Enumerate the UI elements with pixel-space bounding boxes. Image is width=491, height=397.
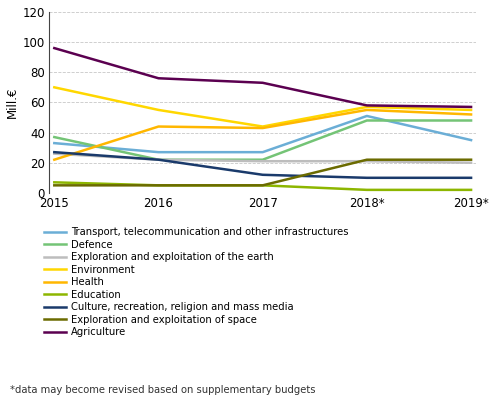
Environment: [260, 124, 266, 129]
Agriculture: [52, 46, 57, 50]
Exploration and exploitation of space: [260, 183, 266, 188]
Line: Exploration and exploitation of the earth: Exploration and exploitation of the eart…: [55, 154, 471, 163]
Culture, recreation, religion and mass media: [468, 175, 474, 180]
Defence: [364, 118, 370, 123]
Legend: Transport, telecommunication and other infrastructures, Defence, Exploration and: Transport, telecommunication and other i…: [44, 227, 349, 337]
Environment: [52, 85, 57, 90]
Exploration and exploitation of the earth: [364, 159, 370, 164]
Transport, telecommunication and other infrastructures: [468, 138, 474, 143]
Education: [52, 180, 57, 185]
Transport, telecommunication and other infrastructures: [156, 150, 162, 154]
Line: Culture, recreation, religion and mass media: Culture, recreation, religion and mass m…: [55, 152, 471, 178]
Education: [156, 183, 162, 188]
Line: Exploration and exploitation of space: Exploration and exploitation of space: [55, 160, 471, 185]
Environment: [364, 104, 370, 109]
Defence: [468, 118, 474, 123]
Transport, telecommunication and other infrastructures: [52, 141, 57, 145]
Culture, recreation, religion and mass media: [260, 172, 266, 177]
Education: [364, 187, 370, 192]
Culture, recreation, religion and mass media: [52, 150, 57, 154]
Exploration and exploitation of the earth: [468, 160, 474, 165]
Line: Agriculture: Agriculture: [55, 48, 471, 107]
Transport, telecommunication and other infrastructures: [260, 150, 266, 154]
Health: [52, 157, 57, 162]
Exploration and exploitation of space: [364, 157, 370, 162]
Culture, recreation, religion and mass media: [156, 157, 162, 162]
Health: [468, 112, 474, 117]
Health: [260, 126, 266, 131]
Agriculture: [468, 104, 474, 109]
Education: [468, 187, 474, 192]
Exploration and exploitation of the earth: [156, 157, 162, 162]
Health: [156, 124, 162, 129]
Line: Defence: Defence: [55, 121, 471, 160]
Environment: [468, 108, 474, 112]
Exploration and exploitation of space: [52, 183, 57, 188]
Transport, telecommunication and other infrastructures: [364, 114, 370, 118]
Line: Education: Education: [55, 182, 471, 190]
Y-axis label: Mill.€: Mill.€: [5, 87, 18, 118]
Education: [260, 183, 266, 188]
Agriculture: [260, 81, 266, 85]
Culture, recreation, religion and mass media: [364, 175, 370, 180]
Defence: [156, 157, 162, 162]
Health: [364, 108, 370, 112]
Defence: [52, 135, 57, 139]
Environment: [156, 108, 162, 112]
Exploration and exploitation of space: [468, 157, 474, 162]
Exploration and exploitation of space: [156, 183, 162, 188]
Agriculture: [364, 103, 370, 108]
Exploration and exploitation of the earth: [260, 159, 266, 164]
Line: Health: Health: [55, 110, 471, 160]
Line: Environment: Environment: [55, 87, 471, 127]
Text: *data may become revised based on supplementary budgets: *data may become revised based on supple…: [10, 385, 315, 395]
Line: Transport, telecommunication and other infrastructures: Transport, telecommunication and other i…: [55, 116, 471, 152]
Agriculture: [156, 76, 162, 81]
Defence: [260, 157, 266, 162]
Exploration and exploitation of the earth: [52, 151, 57, 156]
